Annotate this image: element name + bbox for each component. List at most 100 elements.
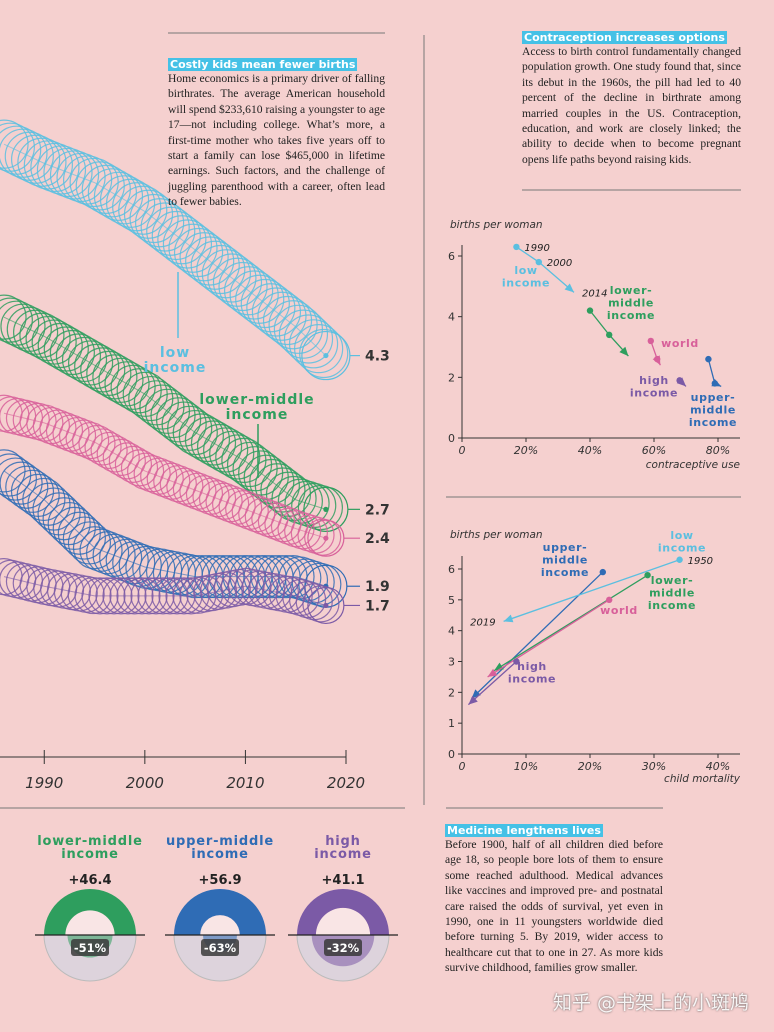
y-axis-label: births per woman [450,219,543,231]
value-label: -32% [327,941,360,955]
point [586,307,594,314]
spiral-ring [161,401,207,447]
series-label: low income [502,264,550,290]
spiral-ring [0,294,27,340]
spiral-ring [151,210,201,261]
spiral-ring [110,364,156,410]
spiral-ring [277,510,315,548]
watermark: 知乎 @书架上的小斑鸠 [553,992,750,1014]
series-label: world [600,604,638,617]
spiral-ring [299,328,349,379]
spiral-ring [294,324,344,374]
point-label: 1950 [688,556,713,567]
spiral-ring [251,287,302,337]
spiral-ring [246,283,296,333]
series-label: upper-middle income [541,541,589,579]
spiral-ring [90,431,128,470]
article-heading: Costly kids mean fewer births [168,58,358,71]
point [606,331,613,339]
spiral-ring [52,506,96,551]
spiral-ring [129,193,179,244]
spiral-ring [30,142,80,193]
spiral-plot [0,119,351,625]
end-point [323,535,329,541]
spiral-ring [135,198,185,248]
gauge-upper [44,889,136,935]
series-line [3,143,327,356]
x-tick-label: 2010 [226,774,264,792]
y-tick-label: 0 [448,748,455,761]
spiral-ring [6,306,52,352]
article-heading: Contraception increases options [522,31,727,44]
point-label: 2019 [470,617,495,628]
value-label: 1.7 [365,598,390,614]
spiral-ring [196,244,246,295]
x-tick-label: 0 [459,444,466,457]
x-tick-label: 10% [514,760,538,773]
point [647,337,654,345]
spiral-ring [288,581,327,619]
spiral-ring [10,469,55,513]
y-axis-label: births per woman [450,529,543,541]
spiral-ring [36,145,87,195]
spiral-ring [49,150,100,200]
value-label: -63% [204,941,237,955]
x-tick-label: 40% [578,444,602,457]
spiral-ring [37,492,81,536]
series-label: upper-middle income [689,391,737,429]
point-label: 1990 [524,243,549,254]
value-label: +46.4 [69,873,112,888]
x-axis-label: child mortality [664,773,741,785]
value-label: 4.3 [365,349,390,365]
series-line [3,576,327,606]
spiral-ring [173,227,224,278]
spiral-ring [0,297,33,343]
x-tick-label: 20% [514,444,538,457]
x-tick-label: 60% [642,444,666,457]
value-label: 1.9 [365,579,390,595]
spiral-ring [207,253,257,303]
series-label: world [661,337,699,350]
arrowhead [619,346,629,357]
series-label: high income [630,374,678,400]
spiral-ring [270,507,309,545]
y-tick-label: 6 [448,563,455,576]
series-line [3,316,327,510]
point [535,258,542,266]
x-tick-label: 2000 [126,774,164,792]
spiral-ring [42,497,86,541]
spiral-ring [212,257,263,307]
spiral-ring [123,189,174,239]
series-label: low income [144,345,207,376]
spiral-ring [5,465,49,509]
spiral-ring [284,512,322,550]
series-line [471,571,604,699]
arrowhead [487,668,498,677]
gauge-base [173,934,267,982]
value-label: -51% [74,941,107,955]
spiral-ring [185,236,235,286]
end-point [323,352,329,359]
spiral-ring [56,152,106,203]
spiral-ring [72,421,110,460]
spiral-ring [27,482,71,526]
spiral-ring [78,424,116,463]
point [644,571,651,579]
spiral-ring [47,501,91,546]
end-point [323,506,329,512]
spiral-ring [23,140,73,190]
x-tick-label: 1990 [25,774,63,792]
spiral-ring [167,405,213,451]
spiral-ring [235,274,285,324]
x-tick-label: 2020 [327,774,365,792]
gauge-fill [200,915,240,935]
y-tick-label: 2 [448,686,455,699]
spiral-ring [62,516,106,560]
category-label: high income [314,834,372,862]
spiral-ring [146,206,196,256]
spiral-ring [0,449,26,493]
spiral-ring [108,442,146,480]
spiral-ring [290,514,328,552]
spiral-ring [260,467,306,513]
